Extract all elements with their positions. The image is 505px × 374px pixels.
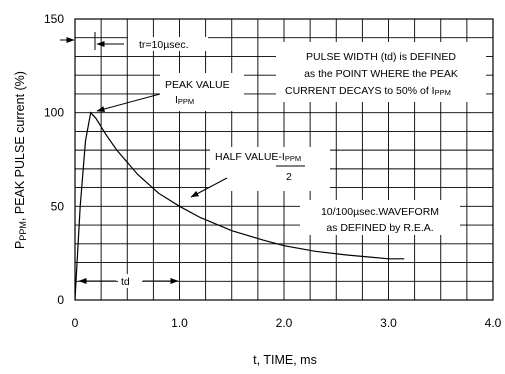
peak-value-bg	[160, 73, 244, 111]
half-value-bg	[210, 147, 330, 191]
waveform-bg	[300, 200, 460, 235]
x-tick-label: 1.0	[171, 316, 188, 330]
half-value-arrow	[190, 177, 228, 198]
series-line	[74, 111, 405, 301]
tr-label: tr=10µsec.	[139, 39, 189, 51]
x-tick-label: 3.0	[380, 316, 397, 330]
half-value-label: HALF VALUE-IPPM	[215, 151, 301, 163]
peak-value-label: PEAK VALUE	[165, 79, 230, 91]
waveform-line-1: 10/100µsec.WAVEFORM	[321, 206, 439, 218]
peak-value-symbol: IPPM	[175, 94, 194, 106]
y-tick-label: 100	[44, 106, 64, 120]
pulse-width-line-2: as the POINT WHERE the PEAK	[304, 68, 458, 80]
x-tick-label: 0	[72, 316, 79, 330]
waveform-line-2: as DEFINED by R.E.A.	[326, 222, 433, 234]
x-axis-label: t, TIME, ms	[253, 353, 317, 367]
y-axis-label: PPPM, PEAK PULSE current (%)	[13, 71, 28, 249]
x-tick-label: 4.0	[485, 316, 502, 330]
td-label: td	[121, 276, 130, 288]
pulse-width-bg	[276, 42, 486, 102]
y-tick-label: 0	[57, 293, 64, 307]
y-tick-label: 150	[44, 12, 64, 26]
half-value-denominator: 2	[286, 171, 292, 183]
plot-frame	[74, 18, 494, 301]
tick-labels: 0 1.0 2.0 3.0 4.0 0 50 100 150	[44, 12, 502, 330]
pulse-width-line-1: PULSE WIDTH (td) is DEFINED	[306, 51, 456, 63]
x-tick-label: 2.0	[276, 316, 293, 330]
tr-label-bg	[128, 37, 208, 51]
td-label-bg	[118, 274, 142, 288]
peak-arrow	[96, 93, 161, 112]
y-tick-label: 50	[51, 199, 65, 213]
pulse-width-line-3: CURRENT DECAYS to 50% of IPPM	[285, 85, 451, 97]
